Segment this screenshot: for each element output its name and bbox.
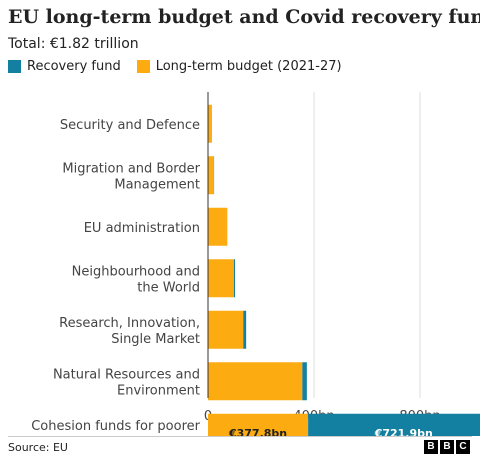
category-label: Environment bbox=[117, 383, 200, 398]
bar-recovery-fund bbox=[233, 259, 236, 298]
category-label: the World bbox=[137, 280, 200, 295]
legend-swatch-recovery-fund bbox=[8, 60, 21, 73]
category-label: Management bbox=[114, 177, 200, 192]
bbc-logo-letter: B bbox=[424, 440, 438, 454]
bar-long-term-budget bbox=[208, 104, 212, 143]
category-label: Security and Defence bbox=[60, 118, 200, 133]
legend-label-recovery-fund: Recovery fund bbox=[27, 59, 121, 74]
bar-recovery-fund bbox=[302, 362, 307, 401]
bbc-logo-letter: B bbox=[440, 440, 454, 454]
category-label: Research, Innovation, bbox=[59, 316, 200, 331]
bar-long-term-budget bbox=[208, 413, 309, 436]
category-label: Natural Resources and bbox=[53, 367, 200, 382]
category-label: regions, social programmes bbox=[20, 435, 201, 436]
bar-recovery-fund bbox=[243, 310, 247, 349]
category-label: Single Market bbox=[111, 332, 200, 347]
footer-divider bbox=[8, 436, 472, 437]
bbc-logo: B B C bbox=[422, 440, 470, 454]
legend: Recovery fund Long-term budget (2021-27) bbox=[8, 59, 358, 74]
category-label: Neighbourhood and bbox=[72, 264, 200, 279]
source-note: Source: EU bbox=[8, 441, 68, 454]
legend-swatch-long-term-budget bbox=[136, 60, 150, 73]
data-label-recovery-fund: €721.9bn bbox=[374, 427, 433, 436]
category-label: EU administration bbox=[84, 221, 200, 236]
legend-item-long-term-budget: Long-term budget (2021-27) bbox=[136, 59, 342, 74]
bbc-logo-letter: C bbox=[456, 440, 470, 454]
category-label: Cohesion funds for poorer bbox=[31, 419, 200, 434]
bar-long-term-budget bbox=[208, 156, 214, 195]
bar-chart: 0400bn800bn1,200bnSecurity and DefenceMi… bbox=[20, 92, 480, 436]
chart-subtitle: Total: €1.82 trillion bbox=[8, 36, 139, 52]
legend-item-recovery-fund: Recovery fund bbox=[8, 59, 121, 74]
bar-long-term-budget bbox=[208, 207, 228, 246]
category-label: Migration and Border bbox=[62, 161, 200, 176]
bar-recovery-fund bbox=[308, 413, 480, 436]
data-label-long-term-budget: €377.8bn bbox=[228, 427, 287, 436]
bar-long-term-budget bbox=[208, 310, 244, 349]
bar-long-term-budget bbox=[208, 259, 234, 298]
bar-long-term-budget bbox=[208, 362, 303, 401]
legend-label-long-term-budget: Long-term budget (2021-27) bbox=[155, 59, 342, 74]
chart-title: EU long-term budget and Covid recovery f… bbox=[8, 6, 480, 28]
